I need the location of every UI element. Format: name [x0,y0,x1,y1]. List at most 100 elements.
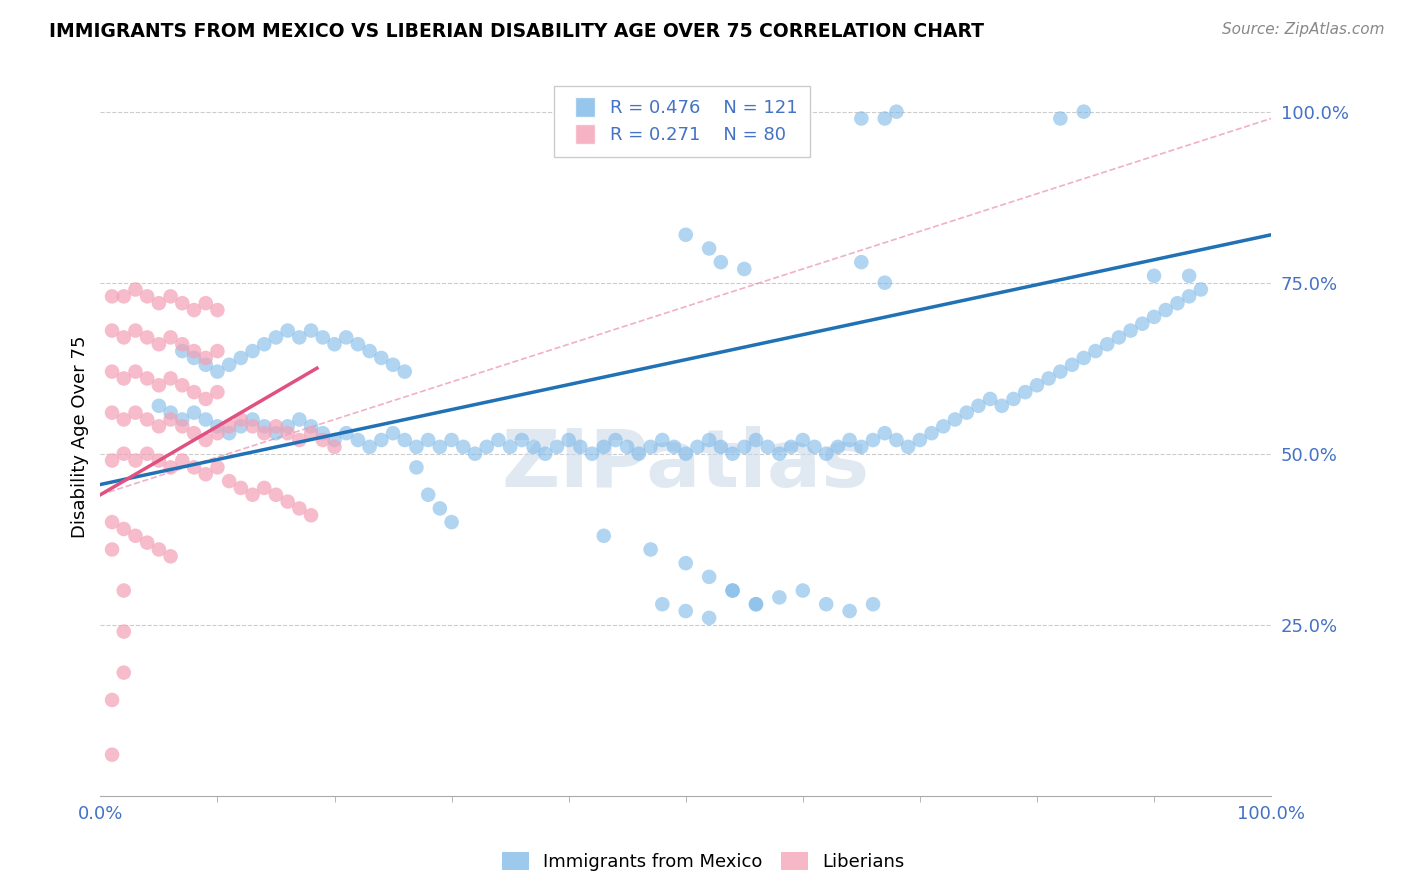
Point [148,296,170,310]
Point [312,330,335,344]
Point [851,440,873,454]
Point [347,433,370,447]
Point [124,324,146,338]
Point [721,583,744,598]
Point [838,433,860,447]
Point [768,591,790,605]
Point [394,365,416,379]
Point [370,433,392,447]
Point [1178,289,1201,303]
Point [780,440,803,454]
Point [651,597,673,611]
Point [394,433,416,447]
Point [136,447,159,461]
Point [299,419,322,434]
Point [675,447,697,461]
Point [592,529,614,543]
Point [359,440,381,454]
Point [277,419,299,434]
Point [440,515,463,529]
Point [172,412,194,426]
Point [592,440,614,454]
Point [172,378,194,392]
Point [827,440,849,454]
Point [745,433,768,447]
Point [124,529,146,543]
Point [299,426,322,441]
Point [101,406,124,420]
Point [299,324,322,338]
Point [194,351,217,365]
Point [581,447,603,461]
Point [745,597,768,611]
Point [1038,371,1060,385]
Point [136,412,159,426]
Point [862,597,884,611]
Point [194,358,217,372]
Point [943,412,966,426]
Point [429,440,451,454]
Point [838,604,860,618]
Point [335,330,357,344]
Point [792,433,814,447]
Point [323,433,346,447]
Point [112,289,135,303]
Point [768,447,790,461]
Point [194,433,217,447]
Point [136,289,159,303]
Point [745,597,768,611]
Point [991,399,1014,413]
Point [405,440,427,454]
Point [1073,104,1095,119]
Point [148,419,170,434]
Point [207,365,229,379]
Point [967,399,990,413]
Point [1002,392,1025,406]
Point [183,406,205,420]
Point [159,289,181,303]
Point [242,419,264,434]
Point [194,467,217,482]
Point [1119,324,1142,338]
Point [873,276,896,290]
Point [510,433,533,447]
Point [347,337,370,351]
Point [453,440,475,454]
Point [172,453,194,467]
Point [359,344,381,359]
Point [229,419,252,434]
Point [499,440,522,454]
Point [183,385,205,400]
Point [979,392,1001,406]
Point [534,447,557,461]
Point [1154,303,1177,318]
Point [229,412,252,426]
Point [207,385,229,400]
Point [101,693,124,707]
Point [229,351,252,365]
Point [335,426,357,441]
Point [686,440,709,454]
Point [675,604,697,618]
Point [1095,337,1118,351]
Point [312,433,335,447]
Point [382,426,405,441]
Point [218,426,240,441]
Point [710,440,733,454]
Point [886,433,908,447]
Point [651,433,673,447]
Point [148,453,170,467]
Point [194,392,217,406]
Point [418,488,440,502]
Point [264,419,287,434]
Point [207,460,229,475]
Point [101,515,124,529]
Point [101,365,124,379]
Point [229,481,252,495]
Point [159,406,181,420]
Point [886,104,908,119]
Point [124,283,146,297]
Point [721,447,744,461]
Point [697,242,720,256]
Point [815,447,838,461]
